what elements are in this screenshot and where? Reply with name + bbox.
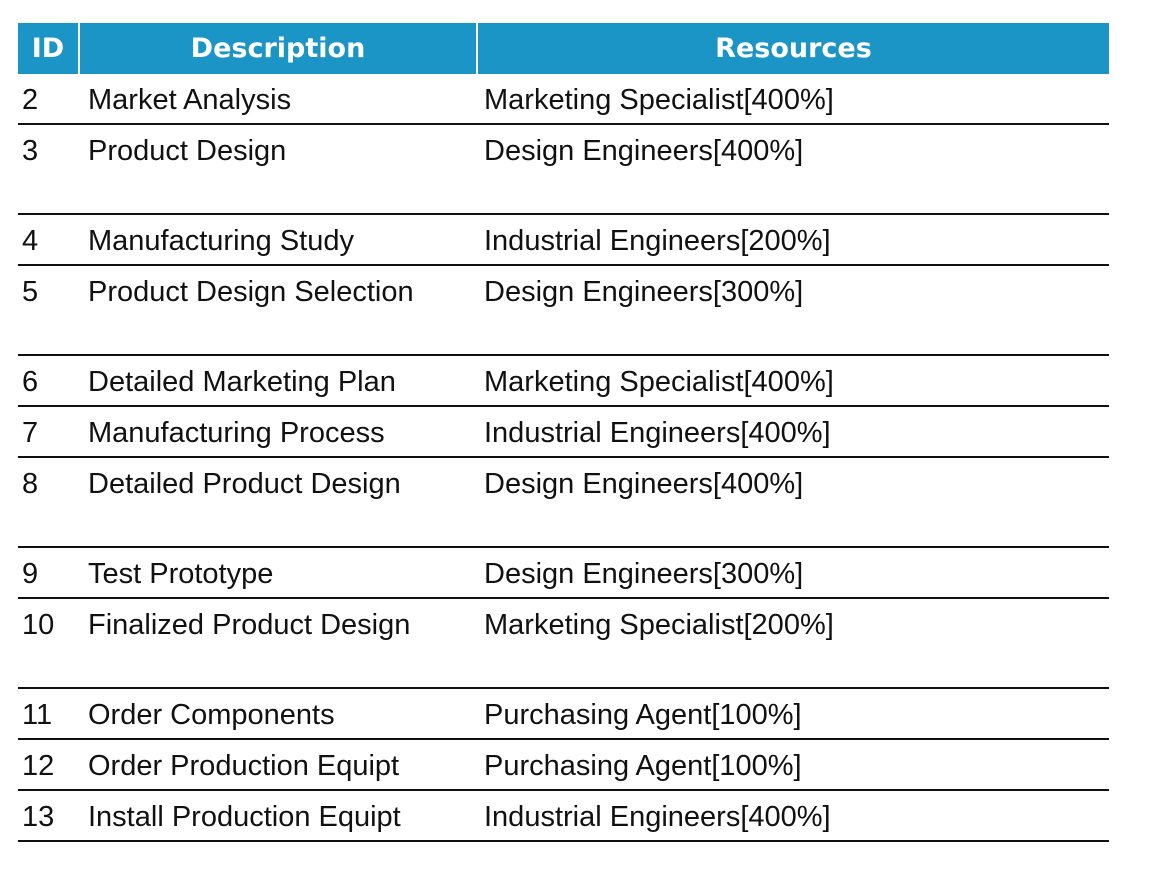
row-id: 12 bbox=[22, 750, 55, 782]
row-description: Test Prototype bbox=[88, 558, 274, 590]
row-description: Detailed Marketing Plan bbox=[88, 366, 396, 398]
row-id: 11 bbox=[22, 699, 53, 731]
row-description: Install Production Equipt bbox=[88, 801, 401, 833]
table-row: 4 Manufacturing Study Industrial Enginee… bbox=[18, 215, 1109, 266]
row-id: 8 bbox=[22, 468, 39, 500]
row-description: Finalized Product Design bbox=[88, 609, 411, 641]
row-description: Product Design bbox=[88, 135, 287, 167]
table-header: ID Description Resources bbox=[18, 23, 1109, 74]
row-resources: Design Engineers[400%] bbox=[484, 135, 804, 167]
row-id: 2 bbox=[22, 84, 39, 116]
row-description: Detailed Product Design bbox=[88, 468, 401, 500]
table-row: 11 Order Components Purchasing Agent[100… bbox=[18, 689, 1109, 740]
row-resources: Industrial Engineers[400%] bbox=[484, 801, 831, 833]
row-resources: Industrial Engineers[200%] bbox=[484, 225, 831, 257]
row-id: 3 bbox=[22, 135, 39, 167]
table-row: 13 Install Production Equipt Industrial … bbox=[18, 791, 1109, 842]
row-resources: Marketing Specialist[200%] bbox=[484, 609, 834, 641]
row-resources: Marketing Specialist[400%] bbox=[484, 366, 834, 398]
row-id: 9 bbox=[22, 558, 39, 590]
row-id: 10 bbox=[22, 609, 55, 641]
row-id: 6 bbox=[22, 366, 39, 398]
table-row: 3 Product Design Design Engineers[400%] bbox=[18, 125, 1109, 215]
table-row: 12 Order Production Equipt Purchasing Ag… bbox=[18, 740, 1109, 791]
row-description: Market Analysis bbox=[88, 84, 292, 116]
row-resources: Design Engineers[300%] bbox=[484, 276, 804, 308]
table-row: 5 Product Design Selection Design Engine… bbox=[18, 266, 1109, 356]
row-resources: Design Engineers[400%] bbox=[484, 468, 804, 500]
row-resources: Industrial Engineers[400%] bbox=[484, 417, 831, 449]
row-resources: Design Engineers[300%] bbox=[484, 558, 804, 590]
row-id: 5 bbox=[22, 276, 39, 308]
task-resource-table: ID Description Resources 2 Market Analys… bbox=[18, 23, 1109, 842]
table-row: 7 Manufacturing Process Industrial Engin… bbox=[18, 407, 1109, 458]
row-resources: Purchasing Agent[100%] bbox=[484, 699, 802, 731]
row-resources: Purchasing Agent[100%] bbox=[484, 750, 802, 782]
row-id: 7 bbox=[22, 417, 39, 449]
table-row: 10 Finalized Product Design Marketing Sp… bbox=[18, 599, 1109, 689]
row-id: 4 bbox=[22, 225, 39, 257]
row-description: Order Components bbox=[88, 699, 335, 731]
table-row: 2 Market Analysis Marketing Specialist[4… bbox=[18, 74, 1109, 125]
table-row: 6 Detailed Marketing Plan Marketing Spec… bbox=[18, 356, 1109, 407]
header-id: ID bbox=[18, 23, 80, 74]
row-description: Manufacturing Process bbox=[88, 417, 385, 449]
row-description: Order Production Equipt bbox=[88, 750, 400, 782]
table-row: 9 Test Prototype Design Engineers[300%] bbox=[18, 548, 1109, 599]
row-id: 13 bbox=[22, 801, 55, 833]
table-row: 8 Detailed Product Design Design Enginee… bbox=[18, 458, 1109, 548]
row-description: Product Design Selection bbox=[88, 276, 414, 308]
row-description: Manufacturing Study bbox=[88, 225, 354, 257]
header-description: Description bbox=[80, 23, 478, 74]
header-resources: Resources bbox=[715, 33, 872, 64]
row-resources: Marketing Specialist[400%] bbox=[484, 84, 834, 116]
